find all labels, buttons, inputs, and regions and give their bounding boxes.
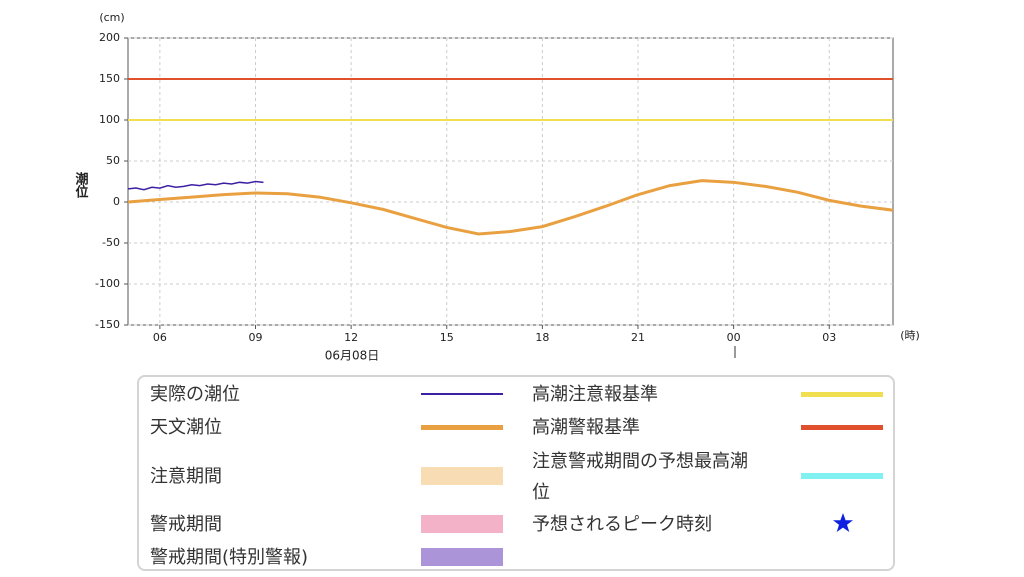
y-tick-label: 200 bbox=[99, 31, 120, 44]
legend-label: 予想されるピーク時刻 bbox=[532, 514, 712, 535]
y-tick-label: 50 bbox=[106, 154, 120, 167]
x-tick-label: 18 bbox=[535, 331, 549, 344]
x-unit: (時) bbox=[900, 329, 920, 342]
legend-label: 天文潮位 bbox=[150, 417, 222, 438]
x-tick-label: 09 bbox=[249, 331, 263, 344]
legend-label: 実際の潮位 bbox=[150, 384, 240, 405]
y-tick-label: 100 bbox=[99, 113, 120, 126]
legend-swatch bbox=[801, 424, 883, 430]
y-label: 潮位 bbox=[73, 171, 89, 199]
x-tick-label: 03 bbox=[822, 331, 836, 344]
x-tick-label: 15 bbox=[440, 331, 454, 344]
legend: 実際の潮位天文潮位 高潮注意報基準 高潮警報基準注意期間警戒期間警戒期間(特別警報)… bbox=[137, 375, 895, 571]
x-tick-label: 12 bbox=[344, 331, 358, 344]
legend-label: 注意警戒期間の予想最高潮位 bbox=[532, 451, 748, 503]
legend-label: 警戒期間 bbox=[150, 514, 222, 535]
star-icon bbox=[833, 513, 853, 532]
series-line bbox=[127, 179, 894, 236]
legend-swatch bbox=[421, 548, 503, 566]
plot-frame bbox=[127, 37, 894, 326]
y-unit: (cm) bbox=[99, 11, 124, 24]
legend-swatch bbox=[421, 424, 503, 430]
legend-swatch bbox=[801, 391, 883, 397]
legend-label: 注意期間 bbox=[150, 466, 222, 487]
legend-label: 警戒期間(特別警報) bbox=[150, 547, 309, 568]
y-tick-label: 150 bbox=[99, 72, 120, 85]
legend-swatch bbox=[801, 473, 883, 479]
legend-swatch bbox=[421, 515, 503, 533]
y-tick-label: -100 bbox=[95, 277, 120, 290]
x-tick-label: 06 bbox=[153, 331, 167, 344]
legend-swatch bbox=[832, 512, 854, 534]
y-tick-label: 0 bbox=[113, 195, 120, 208]
x-tick-label: 21 bbox=[631, 331, 645, 344]
date-label: 06月08日 bbox=[325, 349, 380, 363]
series-line bbox=[127, 180, 264, 191]
y-tick-label: -150 bbox=[95, 318, 120, 331]
legend-label: 高潮注意報基準 bbox=[532, 384, 658, 405]
chart: (cm) 潮位 (時) 06月08日 200 150 100 50 0 -50 -100 -1… bbox=[73, 11, 920, 363]
x-tick-label: 00 bbox=[727, 331, 741, 344]
y-tick-label: -50 bbox=[102, 236, 120, 249]
legend-swatch bbox=[421, 393, 503, 395]
legend-label: 高潮警報基準 bbox=[532, 417, 640, 438]
legend-swatch bbox=[421, 467, 503, 485]
